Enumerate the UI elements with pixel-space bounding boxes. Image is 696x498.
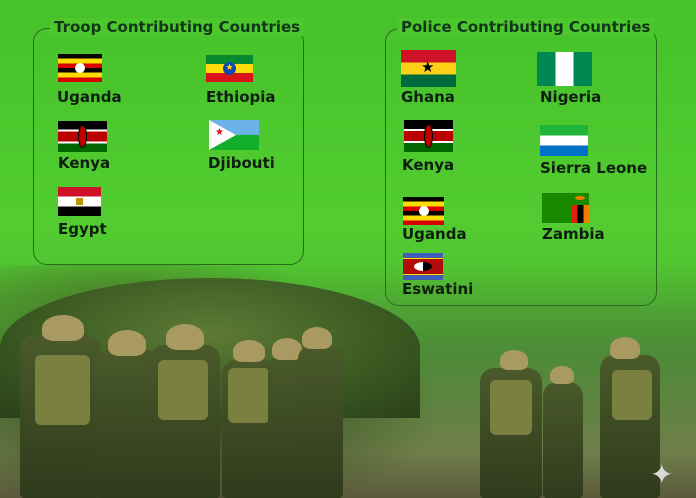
police-section-title: Police Contributing Countries [397,18,655,36]
djibouti-flag: ★ [209,120,259,150]
egypt-flag [58,187,101,216]
country-label-djibouti: Djibouti [208,154,275,172]
country-label-nigeria: Nigeria [540,88,602,106]
country-label-ethiopia: Ethiopia [206,88,276,106]
country-label-egypt: Egypt [58,220,107,238]
uganda-flag [403,197,444,225]
eswatini-flag [403,253,443,280]
country-label-ghana: Ghana [401,88,455,106]
zambia-flag [542,193,589,223]
country-label-kenya: Kenya [58,154,111,172]
ethiopia-flag: ★ [206,55,253,82]
sierra-leone-flag [540,125,588,156]
country-label-eswatini: Eswatini [402,280,474,298]
nigeria-flag [537,52,592,86]
kenya-flag [58,121,107,152]
country-label-zambia: Zambia [542,225,605,243]
kenya-flag [404,120,453,152]
country-label-uganda: Uganda [402,225,467,243]
country-label-kenya: Kenya [402,156,455,174]
troop-section-title: Troop Contributing Countries [50,18,305,36]
sparkle-icon: ✦ [650,458,674,491]
ghana-flag: ★ [401,50,456,87]
uganda-flag [58,54,102,82]
country-label-sierra-leone: Sierra Leone [540,159,648,177]
country-label-uganda: Uganda [57,88,122,106]
